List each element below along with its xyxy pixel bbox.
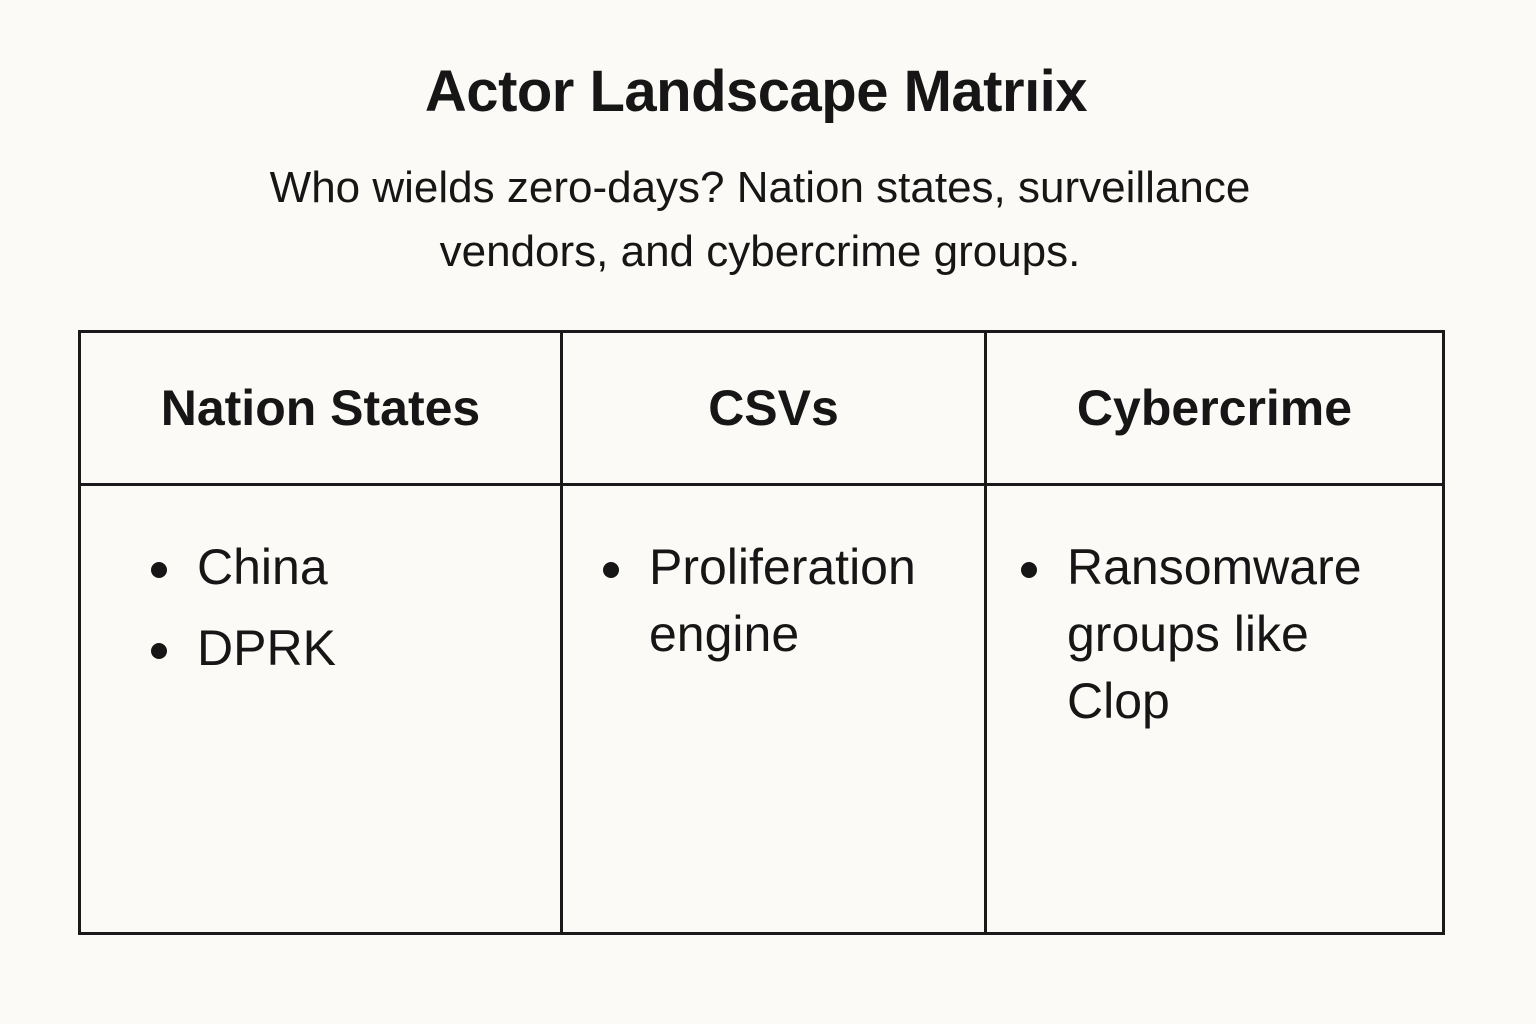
cybercrime-cell: Ransomware groups like Clop: [987, 486, 1442, 932]
list-item: DPRK: [151, 615, 560, 682]
list-item: Proliferation engine: [603, 534, 949, 668]
subtitle: Who wields zero-days? Nation states, sur…: [269, 163, 1251, 276]
list-item: Ransomware groups like Clop: [1021, 534, 1377, 735]
nation-states-cell: China DPRK: [81, 486, 563, 932]
column-header-csvs: CSVs: [563, 333, 987, 486]
list-item: China: [151, 534, 560, 601]
page-title: Actor Landscape Matrıix: [424, 59, 1088, 124]
column-header-nation-states: Nation States: [81, 333, 563, 486]
csvs-cell: Proliferation engine: [563, 486, 987, 932]
column-header-cybercrime: Cybercrime: [987, 333, 1442, 486]
actor-matrix-table: Nation States CSVs Cybercrime China DPRK…: [78, 330, 1445, 935]
